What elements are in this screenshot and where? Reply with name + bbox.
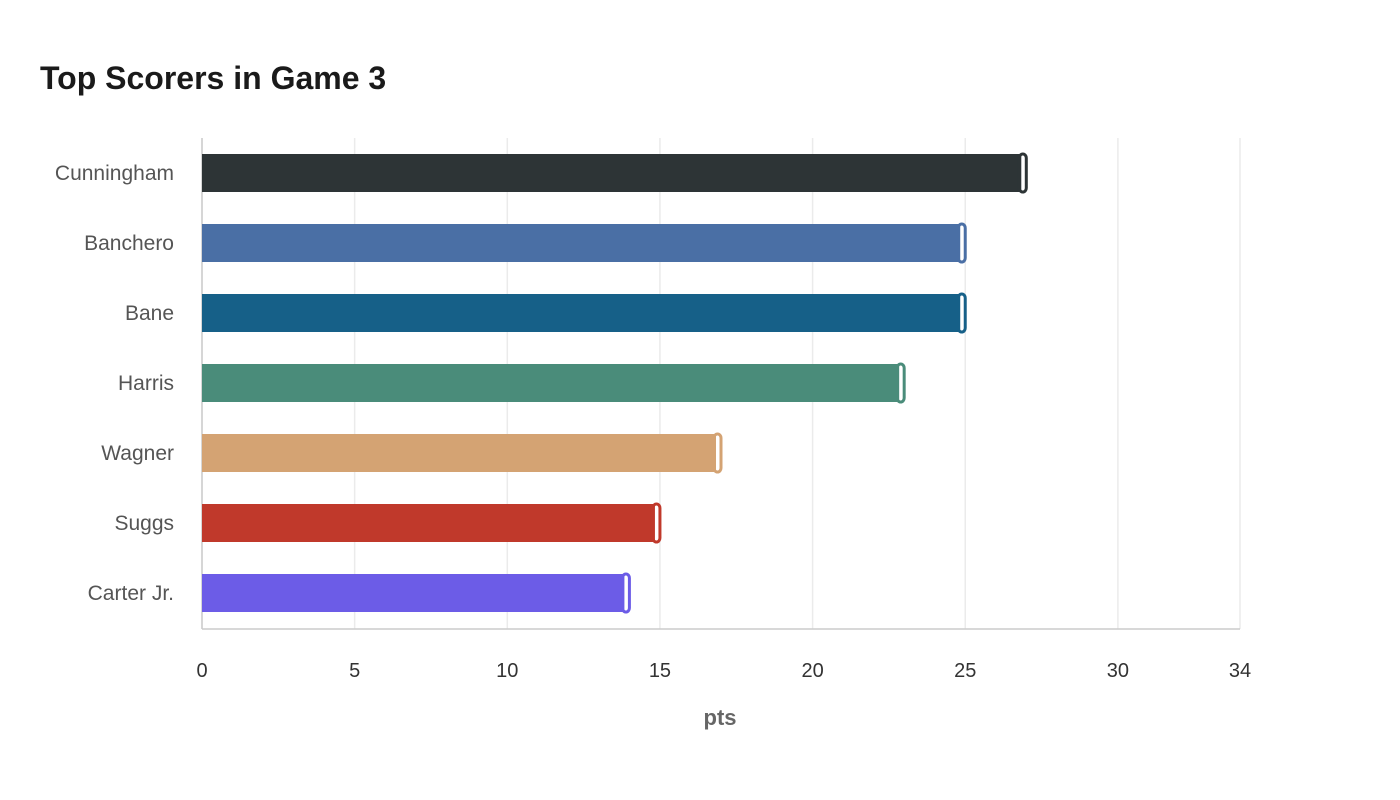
bar bbox=[202, 574, 624, 612]
y-tick-label: Suggs bbox=[114, 512, 174, 535]
x-tick-label: 0 bbox=[196, 660, 207, 682]
x-tick-label: 15 bbox=[649, 660, 671, 682]
y-tick-label: Bane bbox=[125, 302, 174, 325]
bar-end-fill bbox=[956, 294, 961, 332]
bar bbox=[202, 294, 960, 332]
bar-end-fill bbox=[1017, 154, 1022, 192]
y-tick-label: Harris bbox=[118, 372, 174, 395]
x-tick-label: 20 bbox=[801, 660, 823, 682]
y-tick-label: Banchero bbox=[84, 232, 174, 255]
bar bbox=[202, 224, 960, 262]
bar bbox=[202, 504, 654, 542]
bar-end-fill bbox=[712, 434, 716, 472]
x-tick-label: 5 bbox=[349, 660, 360, 682]
x-tick-label: 25 bbox=[954, 660, 976, 682]
x-tick-label: 30 bbox=[1107, 660, 1129, 682]
y-tick-label: Wagner bbox=[101, 442, 174, 465]
bar-end-fill bbox=[895, 364, 900, 402]
bar-end-fill bbox=[650, 504, 655, 542]
y-tick-label: Cunningham bbox=[55, 162, 174, 185]
bar-end-fill bbox=[956, 224, 961, 262]
bar bbox=[202, 434, 715, 472]
bar-end-fill bbox=[620, 574, 625, 612]
bar bbox=[202, 364, 899, 402]
y-tick-label: Carter Jr. bbox=[88, 582, 174, 605]
x-tick-label: 34 bbox=[1229, 660, 1251, 682]
chart-title: Top Scorers in Game 3 bbox=[40, 60, 387, 96]
x-tick-label: 10 bbox=[496, 660, 518, 682]
x-axis-label: pts bbox=[704, 705, 737, 730]
bar bbox=[202, 154, 1021, 192]
